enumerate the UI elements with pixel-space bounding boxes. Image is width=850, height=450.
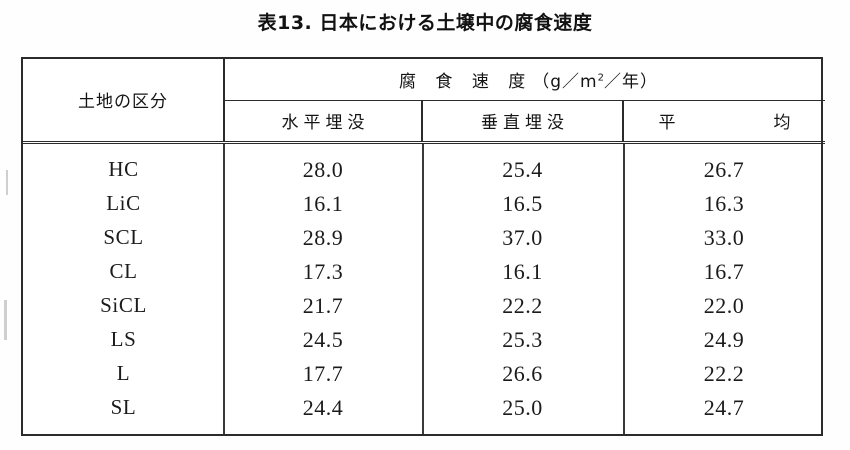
cell-land-category: SL <box>110 395 137 419</box>
table-body-row-host: HC 28.0 25.4 26.7 LiC 16.1 16.5 16.3 <box>23 142 825 434</box>
cell-average: 26.7 <box>703 156 745 182</box>
unit-open: （g／m <box>532 71 598 92</box>
cell-vertical: 26.6 <box>502 360 543 386</box>
cell-average: 16.7 <box>703 258 745 284</box>
cell-land-category: L <box>116 361 131 385</box>
column-divider-2 <box>422 143 424 434</box>
unit-close: ／年） <box>603 71 658 92</box>
column-header-average: 平均 <box>623 100 825 144</box>
cell-horizontal: 17.3 <box>302 258 344 284</box>
cell-land-category: LS <box>110 327 137 351</box>
cell-average: 33.0 <box>703 224 745 250</box>
cell-horizontal: 24.5 <box>302 326 344 352</box>
table-body: HC 28.0 25.4 26.7 LiC 16.1 16.5 16.3 <box>23 142 825 434</box>
cell-land-category: HC <box>108 157 139 181</box>
column-header-vertical-burial: 垂直埋没 <box>422 100 624 144</box>
corrosion-rate-table: 土地の区分 腐 食 速 度（g／m2／年） 水平埋没 垂直埋没 平均 <box>21 57 825 436</box>
cell-horizontal: 16.1 <box>302 190 344 216</box>
cell-horizontal: 17.7 <box>302 360 344 386</box>
cell-land-category: SCL <box>103 225 144 249</box>
cell-average: 16.3 <box>703 190 745 216</box>
cell-average: 22.2 <box>703 360 745 386</box>
table-row: CL 17.3 16.1 16.7 <box>23 255 825 289</box>
cell-land-category: LiC <box>106 191 141 215</box>
cell-average: 24.7 <box>703 394 745 420</box>
cell-horizontal: 28.9 <box>302 224 344 250</box>
cell-land-category: CL <box>109 259 138 283</box>
cell-average: 24.9 <box>703 326 745 352</box>
header-row-top: 土地の区分 腐 食 速 度（g／m2／年） <box>23 59 825 144</box>
column-header-corrosion-rate: 腐 食 速 度（g／m2／年） <box>224 59 825 101</box>
body-grid: HC 28.0 25.4 26.7 LiC 16.1 16.5 16.3 <box>23 143 825 435</box>
data-rows: HC 28.0 25.4 26.7 LiC 16.1 16.5 16.3 <box>23 144 825 435</box>
cell-land-category: SiCL <box>100 293 147 317</box>
table-row: SCL 28.9 37.0 33.0 <box>23 221 825 255</box>
cell-horizontal: 24.4 <box>302 394 344 420</box>
cell-horizontal: 21.7 <box>302 292 344 318</box>
cell-average: 22.0 <box>703 292 745 318</box>
column-header-horizontal-burial: 水平埋没 <box>224 100 423 144</box>
table-row: LiC 16.1 16.5 16.3 <box>23 187 825 221</box>
table-row: HC 28.0 25.4 26.7 <box>23 153 825 187</box>
unit-superscript: 2 <box>597 72 604 84</box>
table-row: SL 24.4 25.0 24.7 <box>23 391 825 425</box>
cell-vertical: 25.4 <box>502 156 543 182</box>
table: 土地の区分 腐 食 速 度（g／m2／年） 水平埋没 垂直埋没 平均 <box>23 59 825 434</box>
table-row: SiCL 21.7 22.2 22.0 <box>23 289 825 323</box>
table-row: LS 24.5 25.3 24.9 <box>23 323 825 357</box>
header-row-sub: 水平埋没 垂直埋没 平均 <box>23 100 825 144</box>
corrosion-rate-text: 腐 食 速 度 <box>399 71 533 92</box>
column-divider-1 <box>223 143 225 434</box>
table-row: L 17.7 26.6 22.2 <box>23 357 825 391</box>
page-title: 表13. 日本における土壌中の腐食速度 <box>257 12 593 34</box>
column-header-land-category: 土地の区分 <box>23 59 225 144</box>
cell-vertical: 16.5 <box>502 190 543 216</box>
cell-vertical: 22.2 <box>502 292 543 318</box>
scan-artifact <box>6 170 8 195</box>
column-divider-3 <box>623 143 625 434</box>
cell-vertical: 16.1 <box>502 258 543 284</box>
scan-artifact <box>4 300 7 340</box>
cell-vertical: 25.3 <box>502 326 543 352</box>
horizontal-burial-text: 水平埋没 <box>281 113 370 133</box>
average-text: 平均 <box>658 113 791 133</box>
cell-vertical: 25.0 <box>502 394 543 420</box>
cell-horizontal: 28.0 <box>302 156 344 182</box>
vertical-burial-text: 垂直埋没 <box>481 113 569 133</box>
cell-vertical: 37.0 <box>502 224 543 250</box>
